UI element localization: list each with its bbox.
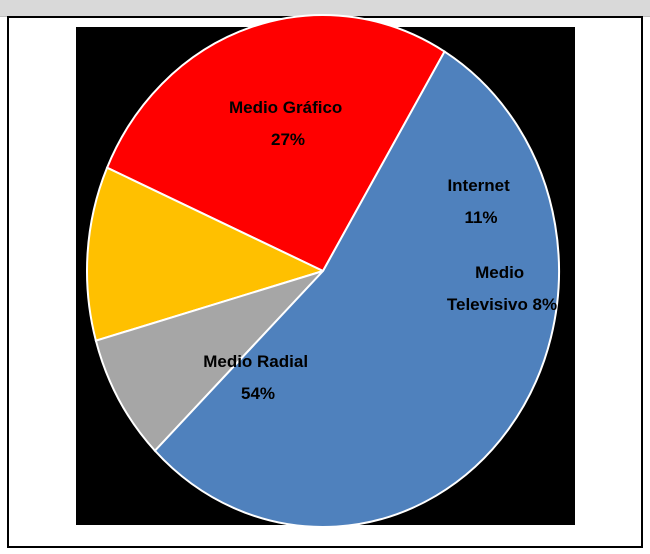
slice-label-medio-grafico: Medio Gráfico 27%: [229, 98, 347, 149]
slice-label-medio-radial-value: 54%: [241, 384, 275, 403]
slice-label-medio-grafico-value: 27%: [271, 130, 305, 149]
slice-internet: [86, 166, 326, 342]
slice-label-internet-value: 11%: [464, 208, 497, 227]
slice-medio-radial: [153, 50, 561, 528]
slice-label-medio-grafico-name: Medio Gráfico: [229, 98, 342, 117]
pie-slices: [86, 14, 561, 528]
slice-label-medio-radial: Medio Radial 54%: [203, 352, 313, 403]
slice-medio-televisivo: [94, 268, 327, 453]
slice-label-medio-televisivo: Medio Televisivo 8%: [447, 263, 557, 314]
slice-label-internet-name: Internet: [447, 176, 510, 195]
slice-label-medio-radial-name: Medio Radial: [203, 352, 308, 371]
slice-label-internet: Internet 11%: [447, 176, 514, 227]
slice-label-medio-televisivo-value: Televisivo 8%: [447, 295, 557, 314]
slice-label-medio-televisivo-name: Medio: [475, 263, 524, 282]
pie-labels: Medio Gráfico 27% Internet 11% Medio Tel…: [203, 98, 557, 403]
